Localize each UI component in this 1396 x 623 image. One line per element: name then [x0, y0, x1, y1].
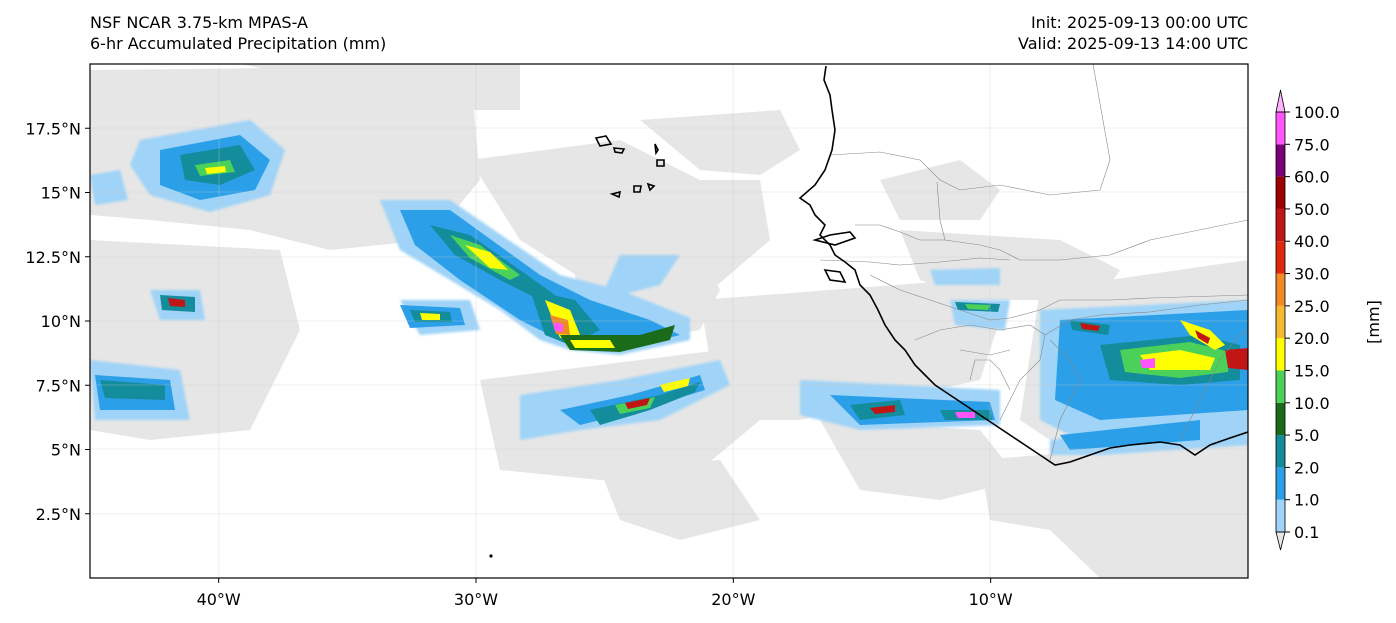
colorbar-level-label: 25.0: [1294, 297, 1330, 316]
colorbar-level-label: 75.0: [1294, 135, 1330, 154]
colorbar-extend-high: [1275, 89, 1286, 113]
country-borders: [819, 64, 1248, 461]
colorbar-bin: [1276, 402, 1285, 436]
colorbar-bin: [1276, 112, 1285, 145]
colorbar-bin: [1276, 208, 1285, 242]
longitude-ticks: 40°W 30°W 20°W 10°W: [197, 578, 1013, 609]
lat-tick-label: 10°N: [41, 312, 81, 331]
valid-time: Valid: 2025-09-13 14:00 UTC: [1017, 34, 1248, 53]
colorbar-bin: [1276, 499, 1285, 532]
lon-tick-label: 30°W: [454, 590, 498, 609]
island-marker: [489, 554, 493, 558]
colorbar-level-label: 60.0: [1294, 168, 1330, 187]
lat-tick-label: 7.5°N: [36, 376, 81, 395]
colorbar-level-label: 100.0: [1294, 103, 1340, 122]
colorbar-level-label: 15.0: [1294, 361, 1330, 380]
lat-tick-label: 15°N: [41, 184, 81, 203]
lon-tick-label: 10°W: [969, 590, 1013, 609]
colorbar-level-label: 2.0: [1294, 458, 1319, 477]
latitude-ticks: 17.5°N 15°N 12.5°N 10°N 7.5°N 5°N 2.5°N: [25, 119, 90, 524]
lat-tick-label: 12.5°N: [25, 248, 81, 267]
colorbar-bin: [1276, 467, 1285, 500]
colorbar-bin: [1276, 435, 1285, 468]
map-area: [90, 64, 1248, 578]
colorbar-unit-label: [mm]: [1364, 300, 1383, 344]
colorbar-level-label: 0.1: [1294, 523, 1319, 542]
figure-title: NSF NCAR 3.75-km MPAS-A 6-hr Accumulated…: [90, 12, 386, 54]
time-info: Init: 2025-09-13 00:00 UTC Valid: 2025-0…: [1018, 12, 1248, 54]
colorbar-level-label: 10.0: [1294, 394, 1330, 413]
colorbar-bin: [1276, 241, 1285, 274]
colorbar-bin: [1276, 176, 1285, 209]
lon-tick-label: 20°W: [711, 590, 755, 609]
colorbar-bin: [1276, 370, 1285, 403]
colorbar-bin: [1276, 305, 1285, 339]
lat-tick-label: 5°N: [51, 441, 81, 460]
lat-tick-label: 17.5°N: [25, 119, 81, 138]
coastline: [594, 65, 1248, 466]
colorbar-level-label: 40.0: [1294, 232, 1330, 251]
colorbar-bin: [1276, 273, 1285, 306]
lat-tick-label: 2.5°N: [36, 505, 81, 524]
colorbar-bin: [1276, 338, 1285, 371]
colorbar-bin: [1276, 144, 1285, 177]
colorbar-frame: [1275, 111, 1286, 533]
model-title: NSF NCAR 3.75-km MPAS-A: [90, 13, 308, 32]
colorbar-level-label: 5.0: [1294, 426, 1319, 445]
lon-tick-label: 40°W: [197, 590, 241, 609]
colorbar-level-label: 20.0: [1294, 329, 1330, 348]
init-time: Init: 2025-09-13 00:00 UTC: [1030, 13, 1248, 32]
colorbar-extend-low: [1275, 531, 1286, 551]
colorbar-level-label: 30.0: [1294, 265, 1330, 284]
colorbar-level-label: 50.0: [1294, 200, 1330, 219]
field-title: 6-hr Accumulated Precipitation (mm): [90, 34, 387, 53]
gridlines: [90, 64, 1248, 578]
colorbar: 0.1 1.0 2.0 5.0 10.0 15.0 20.0 25.0 30.0 40.0 50.0…: [1275, 89, 1340, 551]
colorbar-level-label: 1.0: [1294, 491, 1319, 510]
